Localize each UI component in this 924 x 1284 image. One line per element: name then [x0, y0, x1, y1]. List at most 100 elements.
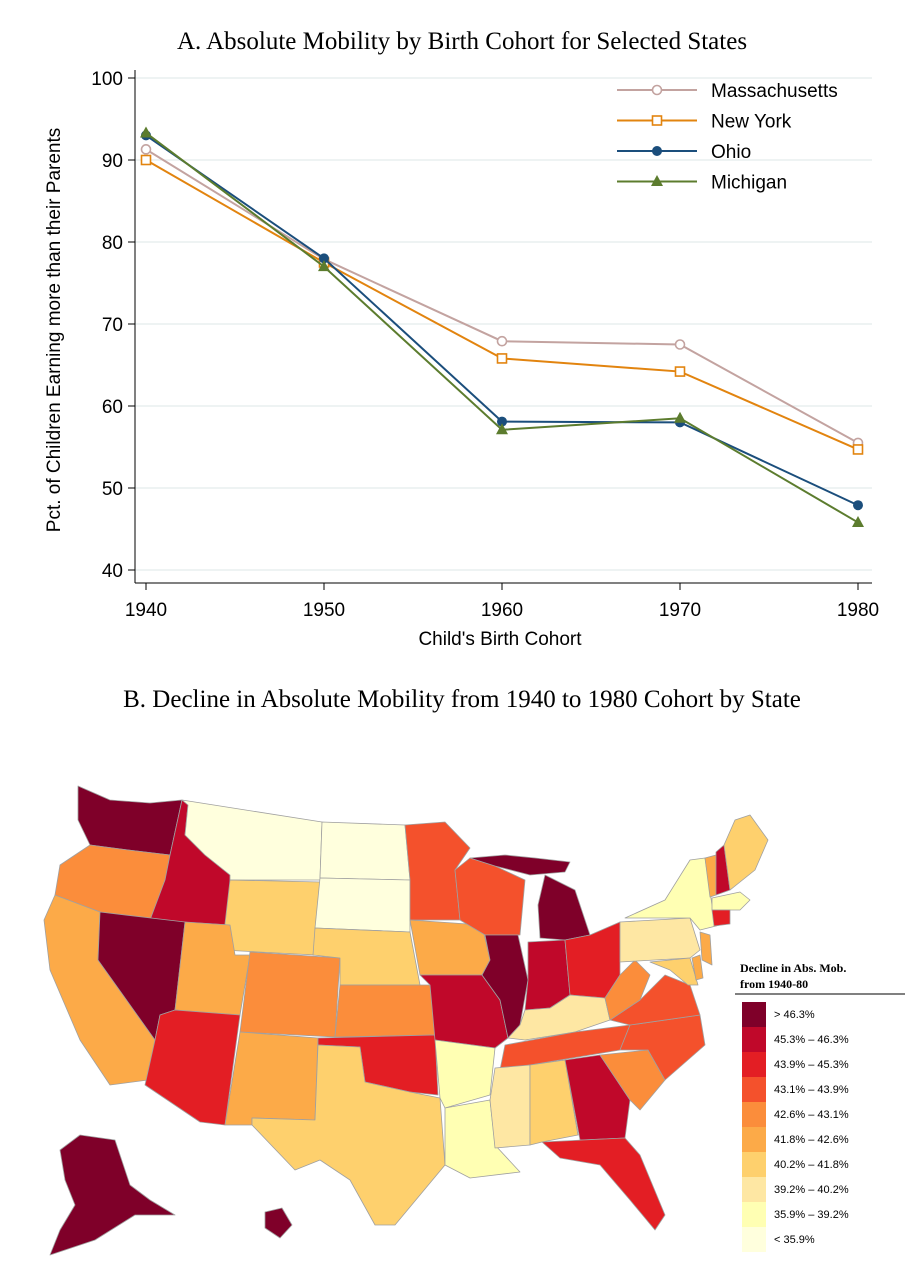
state-south-carolina — [599, 1049, 666, 1111]
map-legend-item: 43.9% – 45.3% — [742, 1052, 849, 1077]
legend-range-label: 39.2% – 40.2% — [774, 1184, 849, 1196]
map-legend: Decline in Abs. Mob. from 1940-80 > 46.3… — [735, 961, 905, 1252]
legend-range-label: 35.9% – 39.2% — [774, 1209, 849, 1221]
data-point-new-york — [496, 353, 508, 364]
data-point-ohio — [853, 500, 863, 511]
y-tick-label: 70 — [102, 315, 123, 336]
state-south-dakota — [314, 877, 411, 933]
map-legend-item: > 46.3% — [742, 1002, 815, 1027]
data-point-new-york — [674, 366, 686, 377]
map-legend-item: 42.6% – 43.1% — [742, 1102, 849, 1127]
y-tick-label: 100 — [91, 69, 123, 90]
legend-label: Massachusetts — [711, 81, 838, 102]
state-florida — [541, 1137, 666, 1231]
y-tick-label: 40 — [102, 561, 123, 582]
data-point-michigan — [852, 515, 864, 527]
series-michigan — [140, 126, 864, 527]
data-point-massachusetts — [140, 144, 152, 155]
legend-swatch — [742, 1152, 766, 1177]
data-point-massachusetts — [674, 339, 686, 350]
legend-swatch — [742, 1102, 766, 1127]
state-colorado — [239, 951, 341, 1038]
map-legend-item: < 35.9% — [742, 1227, 815, 1252]
panel-a-title: A. Absolute Mobility by Birth Cohort for… — [176, 28, 748, 55]
legend-range-label: 43.1% – 43.9% — [774, 1084, 849, 1096]
state-new-mexico — [224, 1031, 319, 1126]
data-point-michigan — [318, 260, 330, 272]
data-point-michigan — [140, 126, 152, 138]
y-tick-label: 50 — [102, 479, 123, 500]
map-legend-item: 35.9% – 39.2% — [742, 1202, 849, 1227]
y-tick-label: 60 — [102, 397, 123, 418]
legend-range-label: 40.2% – 41.8% — [774, 1159, 849, 1171]
legend-range-label: 43.9% – 45.3% — [774, 1059, 849, 1071]
legend-range-label: 41.8% – 42.6% — [774, 1134, 849, 1146]
state-mississippi — [489, 1064, 531, 1149]
state-new-jersey — [699, 931, 713, 966]
legend-entry-ohio: Ohio — [617, 142, 751, 163]
state-alaska — [49, 1134, 176, 1256]
chart-legend: Massachusetts New York Ohio Michigan — [617, 81, 838, 194]
legend-swatch — [742, 1027, 766, 1052]
state-massachusetts — [711, 891, 751, 911]
legend-swatch — [742, 1077, 766, 1102]
state-connecticut — [711, 909, 731, 927]
state-alabama — [529, 1059, 579, 1146]
x-tick-label: 1940 — [125, 600, 167, 621]
legend-swatch — [742, 1202, 766, 1227]
data-point-ohio — [497, 416, 507, 427]
state-wyoming — [221, 879, 321, 956]
x-tick-label: 1950 — [303, 600, 345, 621]
legend-marker — [651, 115, 663, 126]
legend-range-label: > 46.3% — [774, 1009, 815, 1021]
us-map: Decline in Abs. Mob. from 1940-80 > 46.3… — [43, 785, 905, 1256]
legend-range-label: 45.3% – 46.3% — [774, 1034, 849, 1046]
state-arkansas — [434, 1039, 496, 1109]
legend-range-label: < 35.9% — [774, 1234, 815, 1246]
map-legend-item: 39.2% – 40.2% — [742, 1177, 849, 1202]
map-legend-item: 41.8% – 42.6% — [742, 1127, 849, 1152]
legend-swatch — [742, 1227, 766, 1252]
state-maine — [723, 814, 769, 891]
legend-swatch — [742, 1002, 766, 1027]
legend-marker — [651, 84, 663, 96]
x-tick-label: 1980 — [837, 600, 879, 621]
state-kentucky — [507, 994, 611, 1041]
legend-swatch — [742, 1177, 766, 1202]
legend-swatch — [742, 1052, 766, 1077]
data-point-massachusetts — [496, 335, 508, 347]
state-hawaii — [264, 1207, 293, 1239]
data-point-michigan — [674, 411, 686, 423]
state-kansas — [334, 984, 436, 1038]
legend-title-line-1: Decline in Abs. Mob. — [740, 961, 846, 975]
legend-marker — [651, 175, 663, 186]
series-lines — [140, 126, 864, 527]
series-new-york — [140, 154, 864, 455]
legend-label: New York — [711, 112, 792, 133]
map-legend-item: 43.1% – 43.9% — [742, 1077, 849, 1102]
axes: 40 50 60 70 80 90 100 1940 1950 1960 1970 1980 — [91, 69, 879, 621]
x-tick-label: 1970 — [659, 600, 701, 621]
legend-title-line-2: from 1940-80 — [740, 977, 808, 991]
state-north-dakota — [319, 821, 411, 881]
legend-label: Michigan — [711, 173, 787, 194]
legend-swatch — [742, 1127, 766, 1152]
map-legend-item: 45.3% – 46.3% — [742, 1027, 849, 1052]
data-point-new-york — [140, 154, 152, 166]
state-washington — [77, 785, 183, 856]
legend-entry-new-york: New York — [617, 112, 792, 133]
state-michigan — [537, 874, 591, 941]
legend-range-label: 42.6% – 43.1% — [774, 1109, 849, 1121]
map-legend-item: 40.2% – 41.8% — [742, 1152, 849, 1177]
legend-entry-massachusetts: Massachusetts — [617, 81, 838, 102]
state-delaware — [691, 954, 704, 981]
legend-marker — [652, 146, 662, 156]
state-arizona — [144, 1009, 241, 1126]
x-tick-label: 1960 — [481, 600, 523, 621]
state-michigan-upper — [469, 854, 571, 876]
x-axis-label: Child's Birth Cohort — [418, 629, 582, 650]
data-point-michigan — [496, 423, 508, 435]
data-point-ohio — [319, 253, 329, 264]
y-tick-label: 80 — [102, 233, 123, 254]
legend-entry-michigan: Michigan — [617, 173, 787, 194]
